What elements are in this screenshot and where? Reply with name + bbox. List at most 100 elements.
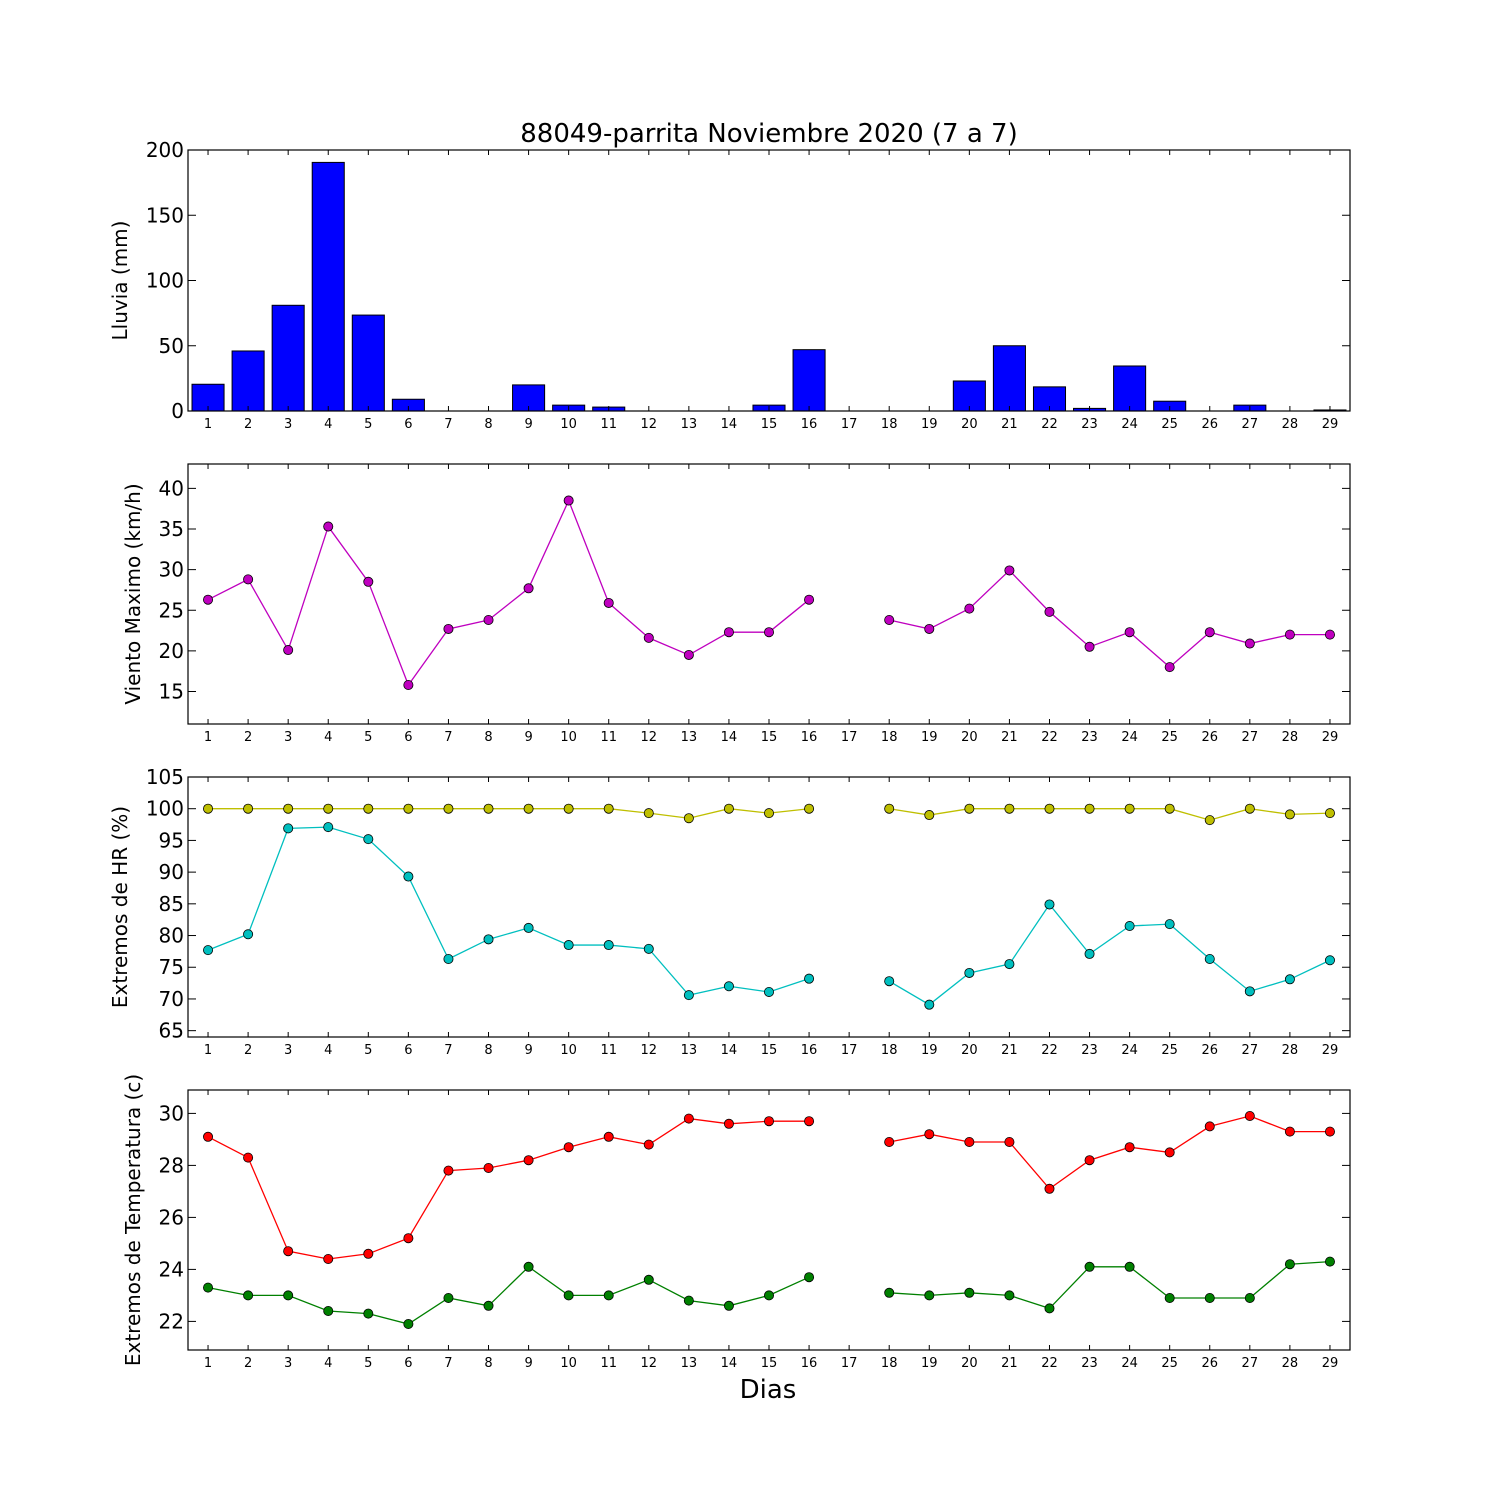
series-1-point-day-16 — [804, 1116, 815, 1127]
series-2-point-day-21 — [1004, 959, 1015, 970]
x-tick-label: 2 — [244, 417, 252, 432]
series-2-point-day-9 — [523, 922, 534, 933]
y-tick-label: 40 — [159, 476, 184, 500]
y-axis-label: Extremos de HR (%) — [108, 806, 132, 1008]
x-tick-label: 7 — [444, 1043, 452, 1058]
x-tick-label: 7 — [444, 417, 452, 432]
series-2-point-day-4 — [323, 1306, 334, 1317]
y-tick-label: 24 — [159, 1257, 184, 1281]
x-tick-label: 2 — [244, 730, 252, 745]
series-1-point-day-15 — [764, 808, 775, 819]
series-1-point-day-5 — [363, 1248, 374, 1259]
series-2-point-day-7 — [443, 1293, 454, 1304]
bar-day-21 — [992, 345, 1026, 412]
series-2-point-day-26 — [1204, 954, 1215, 965]
x-tick-label: 20 — [961, 1043, 978, 1058]
series-1-point-day-8 — [483, 615, 494, 626]
x-tick-label: 20 — [961, 417, 978, 432]
x-tick-label: 22 — [1041, 417, 1058, 432]
x-tick-label: 20 — [961, 730, 978, 745]
series-1-point-day-7 — [443, 803, 454, 814]
x-tick-label: 10 — [560, 417, 577, 432]
x-tick-label: 3 — [284, 730, 292, 745]
y-tick-label: 30 — [159, 1101, 184, 1125]
series-2-point-day-19 — [924, 1290, 935, 1301]
x-tick-label: 9 — [524, 730, 532, 745]
series-1-point-day-1 — [203, 1131, 214, 1142]
x-tick-label: 8 — [484, 730, 492, 745]
series-1-point-day-3 — [283, 803, 294, 814]
series-1-point-day-4 — [323, 803, 334, 814]
x-tick-label: 23 — [1081, 417, 1098, 432]
x-tick-label: 23 — [1081, 1356, 1098, 1371]
series-1-point-day-28 — [1284, 629, 1295, 640]
x-tick-label: 23 — [1081, 1043, 1098, 1058]
x-tick-label: 28 — [1282, 730, 1299, 745]
bar-day-3 — [271, 304, 305, 412]
series-1-point-day-25 — [1164, 662, 1175, 673]
x-tick-label: 19 — [921, 1356, 938, 1371]
x-tick-label: 12 — [641, 417, 658, 432]
x-tick-label: 11 — [600, 417, 617, 432]
series-1-line-segment-1 — [207, 498, 810, 687]
series-2-point-day-3 — [283, 823, 294, 834]
series-1-point-day-19 — [924, 623, 935, 634]
series-1-point-day-8 — [483, 1163, 494, 1174]
x-tick-label: 16 — [801, 417, 818, 432]
series-1-point-day-22 — [1044, 1183, 1055, 1194]
x-tick-label: 13 — [681, 1356, 698, 1371]
series-1-point-day-14 — [723, 803, 734, 814]
series-2-point-day-13 — [683, 1295, 694, 1306]
series-1-line-segment-2 — [889, 569, 1330, 668]
x-tick-label: 28 — [1282, 417, 1299, 432]
bar-day-24 — [1113, 365, 1147, 412]
y-tick-label: 100 — [146, 797, 184, 821]
x-tick-label: 5 — [364, 1356, 372, 1371]
x-tick-label: 2 — [244, 1356, 252, 1371]
series-1-point-day-11 — [603, 803, 614, 814]
series-1-point-day-9 — [523, 1155, 534, 1166]
series-1-point-day-23 — [1084, 1155, 1095, 1166]
x-tick-label: 4 — [324, 1356, 332, 1371]
y-tick-label: 22 — [159, 1309, 184, 1333]
series-1-line-segment-1 — [208, 808, 810, 819]
series-1-point-day-8 — [483, 803, 494, 814]
series-2-point-day-28 — [1284, 974, 1295, 985]
x-tick-label: 6 — [404, 417, 412, 432]
x-tick-label: 19 — [921, 417, 938, 432]
series-1-point-day-18 — [884, 803, 895, 814]
x-tick-label: 13 — [681, 730, 698, 745]
y-tick-label: 28 — [159, 1153, 184, 1177]
series-2-point-day-22 — [1044, 899, 1055, 910]
x-tick-label: 10 — [560, 730, 577, 745]
x-tick-label: 23 — [1081, 730, 1098, 745]
series-2-point-day-2 — [243, 1290, 254, 1301]
series-1-point-day-22 — [1044, 803, 1055, 814]
series-1-point-day-24 — [1124, 1142, 1135, 1153]
x-tick-label: 25 — [1161, 1356, 1178, 1371]
series-2-point-day-14 — [723, 981, 734, 992]
y-axis-label: Viento Maximo (km/h) — [121, 483, 145, 704]
x-tick-label: 11 — [600, 730, 617, 745]
series-2-point-day-1 — [203, 1282, 214, 1293]
y-tick-label: 200 — [146, 138, 184, 162]
x-tick-label: 1 — [204, 730, 212, 745]
x-tick-label: 5 — [364, 1043, 372, 1058]
series-1-point-day-26 — [1204, 1121, 1215, 1132]
series-1-point-day-6 — [403, 1233, 414, 1244]
series-1-point-day-12 — [643, 632, 654, 643]
x-tick-label: 7 — [444, 1356, 452, 1371]
series-1-point-day-10 — [563, 495, 574, 506]
x-tick-label: 24 — [1121, 1043, 1138, 1058]
series-1-point-day-22 — [1044, 606, 1055, 617]
series-1-point-day-25 — [1164, 1147, 1175, 1158]
series-1-point-day-7 — [443, 1165, 454, 1176]
x-tick-label: 10 — [560, 1043, 577, 1058]
x-tick-label: 27 — [1242, 1043, 1259, 1058]
series-1-point-day-4 — [323, 521, 334, 532]
series-1-point-day-13 — [683, 813, 694, 824]
series-1-point-day-4 — [323, 1254, 334, 1265]
series-2-point-day-11 — [603, 940, 614, 951]
x-tick-label: 6 — [404, 1043, 412, 1058]
